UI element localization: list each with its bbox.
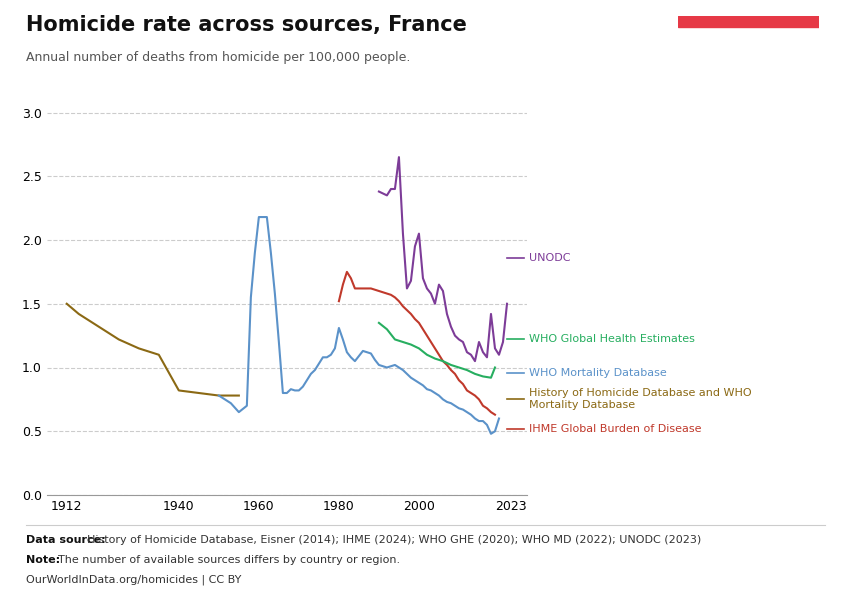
Text: The number of available sources differs by country or region.: The number of available sources differs … bbox=[58, 555, 400, 565]
Text: Homicide rate across sources, France: Homicide rate across sources, France bbox=[26, 15, 467, 35]
Text: OurWorldInData.org/homicides | CC BY: OurWorldInData.org/homicides | CC BY bbox=[26, 575, 241, 586]
Text: Annual number of deaths from homicide per 100,000 people.: Annual number of deaths from homicide pe… bbox=[26, 51, 410, 64]
Text: History of Homicide Database and WHO
Mortality Database: History of Homicide Database and WHO Mor… bbox=[529, 388, 751, 410]
Bar bbox=[678, 16, 819, 27]
Text: Our World
in Data: Our World in Data bbox=[713, 38, 784, 67]
Text: WHO Global Health Estimates: WHO Global Health Estimates bbox=[529, 334, 694, 344]
Text: UNODC: UNODC bbox=[529, 253, 570, 263]
Text: Data source:: Data source: bbox=[26, 535, 109, 545]
Text: History of Homicide Database, Eisner (2014); IHME (2024); WHO GHE (2020); WHO MD: History of Homicide Database, Eisner (20… bbox=[87, 535, 701, 545]
Text: Note:: Note: bbox=[26, 555, 64, 565]
Text: WHO Mortality Database: WHO Mortality Database bbox=[529, 368, 666, 378]
Text: IHME Global Burden of Disease: IHME Global Burden of Disease bbox=[529, 424, 701, 434]
